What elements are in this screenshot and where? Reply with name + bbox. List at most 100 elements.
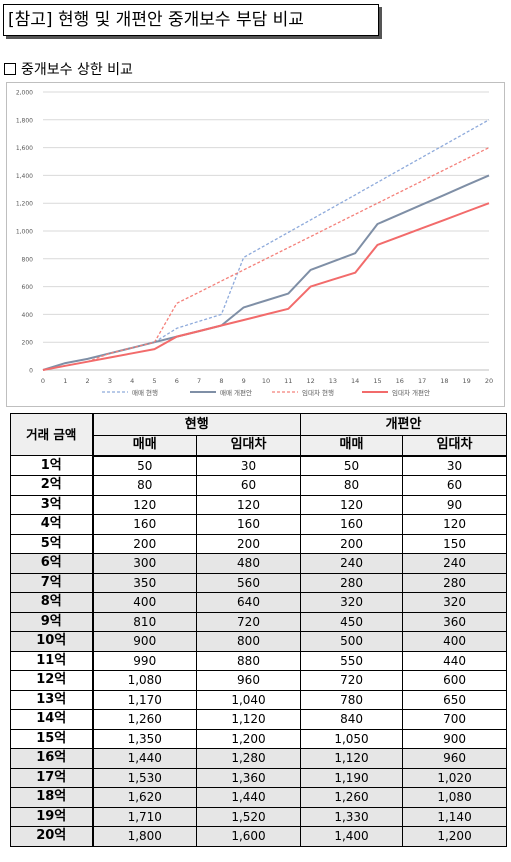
cell-current-sale: 80 <box>91 475 197 496</box>
table-row: 12억 1,080 960 720 600 <box>10 670 508 691</box>
cell-reform-lease: 30 <box>402 455 508 476</box>
x-tick-label: 8 <box>219 377 223 385</box>
cell-current-sale: 1,350 <box>91 728 197 749</box>
cell-current-sale: 400 <box>91 592 197 613</box>
cell-current-lease: 480 <box>195 553 302 574</box>
cell-reform-sale: 1,050 <box>300 728 404 749</box>
cell-current-sale: 810 <box>91 611 197 632</box>
table-row: 16억 1,440 1,280 1,120 960 <box>10 748 508 769</box>
table-row: 15억 1,350 1,200 1,050 900 <box>10 728 508 749</box>
row-amount: 11억 <box>10 650 93 671</box>
series-line-0 <box>42 119 490 371</box>
x-tick-label: 18 <box>440 377 448 385</box>
cell-current-lease: 120 <box>195 494 302 515</box>
x-tick-label: 7 <box>197 377 201 385</box>
cell-current-sale: 1,440 <box>91 748 197 769</box>
y-tick-label: 200 <box>22 340 34 347</box>
header-reform-lease: 임대차 <box>402 435 508 457</box>
row-amount: 12억 <box>10 670 93 691</box>
cell-reform-sale: 840 <box>300 709 404 730</box>
fee-cap-chart: 0 200 400 600 800 1,000 1,200 1,400 1,600 1,800 2,… <box>6 82 505 407</box>
cell-reform-sale: 780 <box>300 689 404 710</box>
cell-current-lease: 1,520 <box>195 806 302 827</box>
cell-current-sale: 1,620 <box>91 787 197 808</box>
cell-reform-sale: 1,190 <box>300 767 404 788</box>
cell-reform-lease: 280 <box>402 572 508 593</box>
cell-reform-sale: 1,330 <box>300 806 404 827</box>
x-tick-label: 10 <box>262 377 270 385</box>
cell-current-sale: 900 <box>91 631 197 652</box>
legend-label: 임대차 현행 <box>302 388 334 397</box>
row-amount: 3억 <box>10 494 93 515</box>
cell-reform-sale: 50 <box>300 455 404 476</box>
cell-reform-sale: 1,120 <box>300 748 404 769</box>
row-amount: 17억 <box>10 767 93 788</box>
x-tick-label: 6 <box>175 377 179 385</box>
cell-reform-lease: 90 <box>402 494 508 515</box>
cell-current-lease: 160 <box>195 514 302 535</box>
table-row: 20억 1,800 1,600 1,400 1,200 <box>10 826 508 847</box>
table-row: 1억 50 30 50 30 <box>10 455 508 476</box>
cell-current-sale: 1,530 <box>91 767 197 788</box>
table-row: 7억 350 560 280 280 <box>10 572 508 593</box>
table-row: 5억 200 200 200 150 <box>10 533 508 554</box>
fee-cap-chart-svg: 02004006008001,0001,2001,4001,6001,8002,… <box>16 90 493 398</box>
table-row: 3억 120 120 120 90 <box>10 494 508 515</box>
cell-reform-lease: 960 <box>402 748 508 769</box>
cell-reform-lease: 650 <box>402 689 508 710</box>
table-row: 6억 300 480 240 240 <box>10 553 508 574</box>
cell-reform-sale: 450 <box>300 611 404 632</box>
cell-current-sale: 200 <box>91 533 197 554</box>
cell-current-sale: 300 <box>91 553 197 574</box>
header-amount: 거래 금액 <box>10 413 93 456</box>
series-line-1 <box>42 174 490 371</box>
cell-reform-sale: 200 <box>300 533 404 554</box>
table-row: 2억 80 60 80 60 <box>10 475 508 496</box>
checkbox-square-icon <box>4 63 16 75</box>
cell-reform-lease: 1,080 <box>402 787 508 808</box>
cell-current-sale: 1,710 <box>91 806 197 827</box>
header-reform-sale: 매매 <box>300 435 404 457</box>
x-tick-label: 19 <box>463 377 471 385</box>
y-tick-label: 0 <box>29 368 33 375</box>
y-tick-label: 1,000 <box>16 229 33 236</box>
cell-reform-lease: 60 <box>402 475 508 496</box>
cell-current-lease: 30 <box>195 455 302 476</box>
row-amount: 10억 <box>10 631 93 652</box>
cell-current-lease: 640 <box>195 592 302 613</box>
header-current-lease: 임대차 <box>195 435 302 457</box>
cell-reform-lease: 600 <box>402 670 508 691</box>
cell-reform-lease: 400 <box>402 631 508 652</box>
y-tick-label: 400 <box>22 312 34 319</box>
row-amount: 1억 <box>10 455 93 476</box>
cell-reform-sale: 280 <box>300 572 404 593</box>
x-tick-label: 17 <box>418 377 426 385</box>
cell-reform-sale: 320 <box>300 592 404 613</box>
x-tick-label: 3 <box>108 377 112 385</box>
x-tick-label: 5 <box>152 377 156 385</box>
row-amount: 5억 <box>10 533 93 554</box>
row-amount: 9억 <box>10 611 93 632</box>
cell-reform-sale: 1,260 <box>300 787 404 808</box>
header-reform: 개편안 <box>300 413 508 436</box>
x-tick-label: 14 <box>351 377 359 385</box>
cell-current-sale: 1,260 <box>91 709 197 730</box>
row-amount: 8억 <box>10 592 93 613</box>
x-tick-label: 4 <box>130 377 134 385</box>
cell-reform-lease: 900 <box>402 728 508 749</box>
cell-current-lease: 1,600 <box>195 826 302 847</box>
row-amount: 2억 <box>10 475 93 496</box>
cell-reform-sale: 1,400 <box>300 826 404 847</box>
cell-reform-lease: 1,020 <box>402 767 508 788</box>
cell-current-lease: 560 <box>195 572 302 593</box>
cell-reform-sale: 240 <box>300 553 404 574</box>
y-tick-label: 1,800 <box>16 117 33 124</box>
y-tick-label: 1,200 <box>16 201 33 208</box>
x-tick-label: 12 <box>306 377 314 385</box>
x-tick-label: 13 <box>329 377 337 385</box>
table-row: 14억 1,260 1,120 840 700 <box>10 709 508 730</box>
x-tick-label: 15 <box>373 377 381 385</box>
section-heading-text: 중개보수 상한 비교 <box>21 62 133 78</box>
cell-current-lease: 880 <box>195 650 302 671</box>
fee-table-body: 1억 50 30 50 30 2억 80 60 80 60 3억 120 120 120 90 4억 160 16… <box>10 455 508 847</box>
